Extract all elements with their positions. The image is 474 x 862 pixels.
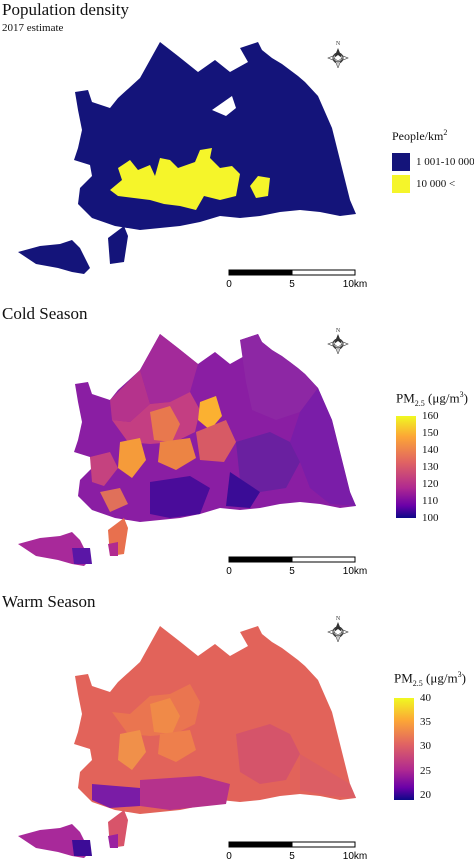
panel-title: Warm Season bbox=[2, 592, 96, 611]
panel-title: Population density bbox=[2, 0, 130, 19]
cold-season-panel: Cold Season bbox=[0, 292, 474, 582]
scalebar-label-10km: 10km bbox=[343, 279, 367, 290]
warm-season-panel: Warm Season N 0 5 10km PM2.5 (μg bbox=[0, 584, 474, 862]
island-region bbox=[18, 240, 90, 274]
island-region bbox=[108, 542, 118, 556]
city-region-main bbox=[74, 42, 356, 230]
scalebar-label-0: 0 bbox=[226, 279, 232, 290]
city-subregion bbox=[110, 370, 150, 422]
colorbar bbox=[394, 698, 414, 800]
city-subregion bbox=[290, 388, 356, 506]
scalebar-label-5: 5 bbox=[289, 279, 295, 290]
city-subregion bbox=[196, 420, 236, 462]
scalebar-label-5: 5 bbox=[289, 851, 295, 862]
colorbar-tick: 35 bbox=[420, 716, 431, 728]
city-subregion bbox=[236, 432, 300, 492]
legend-swatch-low bbox=[392, 153, 410, 171]
north-arrow-icon: N bbox=[327, 328, 349, 355]
population-density-panel: Population density 2017 estimate N 0 5 1… bbox=[0, 0, 474, 290]
legend-title: People/km2 bbox=[392, 128, 448, 143]
north-label: N bbox=[336, 41, 341, 47]
scalebar-label-0: 0 bbox=[226, 566, 232, 577]
city-subregion bbox=[100, 488, 128, 512]
city-subregion bbox=[240, 334, 318, 420]
city-subregion bbox=[150, 698, 180, 734]
city-subregion bbox=[150, 476, 210, 518]
colorbar-tick: 100 bbox=[422, 512, 439, 524]
colorbar-tick: 25 bbox=[420, 765, 431, 777]
legend-title: PM2.5 (μg/m3) bbox=[394, 670, 466, 688]
north-label: N bbox=[336, 616, 341, 622]
island-region bbox=[72, 548, 92, 564]
island-region bbox=[18, 824, 90, 858]
warm-season-map: N 0 5 10km bbox=[18, 616, 367, 862]
colorbar-tick: 160 bbox=[422, 410, 439, 422]
city-subregion bbox=[158, 438, 196, 470]
island-region bbox=[72, 840, 92, 856]
city-region-notch bbox=[212, 96, 236, 116]
city-subregion bbox=[198, 396, 222, 430]
scalebar-label-0: 0 bbox=[226, 851, 232, 862]
city-subregion bbox=[158, 730, 196, 762]
scalebar: 0 5 10km bbox=[226, 841, 367, 862]
north-arrow-icon: N bbox=[327, 616, 349, 643]
north-label: N bbox=[336, 328, 341, 334]
scalebar-label-10km: 10km bbox=[343, 566, 367, 577]
city-subregion bbox=[140, 334, 198, 404]
colorbar-tick: 130 bbox=[422, 461, 439, 473]
city-subregion bbox=[92, 784, 140, 808]
cold-season-map: N 0 5 10km bbox=[18, 328, 367, 577]
population-density-map: N 0 5 10km bbox=[18, 41, 367, 290]
legend-label-low: 1 001-10 000 bbox=[416, 156, 474, 168]
city-subregion bbox=[118, 438, 146, 478]
island-region bbox=[108, 834, 118, 848]
colorbar-tick: 30 bbox=[420, 740, 431, 752]
colorbar-tick: 110 bbox=[422, 495, 439, 507]
city-subregion bbox=[140, 776, 230, 810]
legend-title: PM2.5 (μg/m3) bbox=[396, 390, 468, 408]
north-arrow-icon: N bbox=[327, 41, 349, 69]
high-density-zone bbox=[250, 176, 270, 198]
colorbar-tick: 40 bbox=[420, 692, 431, 704]
panel-title: Cold Season bbox=[2, 304, 88, 323]
scalebar-label-10km: 10km bbox=[343, 851, 367, 862]
legend-label-high: 10 000 < bbox=[416, 178, 456, 190]
scalebar: 0 5 10km bbox=[226, 556, 367, 577]
city-subregion bbox=[236, 724, 300, 784]
colorbar-tick: 140 bbox=[422, 444, 439, 456]
city-subregion bbox=[150, 406, 180, 442]
city-subregion bbox=[300, 754, 356, 798]
city-subregion bbox=[118, 730, 146, 770]
high-density-zone bbox=[110, 148, 240, 210]
panel-subtitle: 2017 estimate bbox=[2, 22, 64, 34]
scalebar-label-5: 5 bbox=[289, 566, 295, 577]
island-region bbox=[18, 532, 90, 566]
colorbar bbox=[396, 416, 416, 518]
colorbar-tick: 20 bbox=[420, 789, 431, 801]
city-subregion bbox=[90, 452, 118, 486]
legend-swatch-high bbox=[392, 175, 410, 193]
scalebar: 0 5 10km bbox=[226, 269, 367, 290]
colorbar-tick: 120 bbox=[422, 478, 439, 490]
colorbar-tick: 150 bbox=[422, 427, 439, 439]
city-subregion bbox=[226, 472, 260, 508]
island-region bbox=[108, 226, 128, 264]
